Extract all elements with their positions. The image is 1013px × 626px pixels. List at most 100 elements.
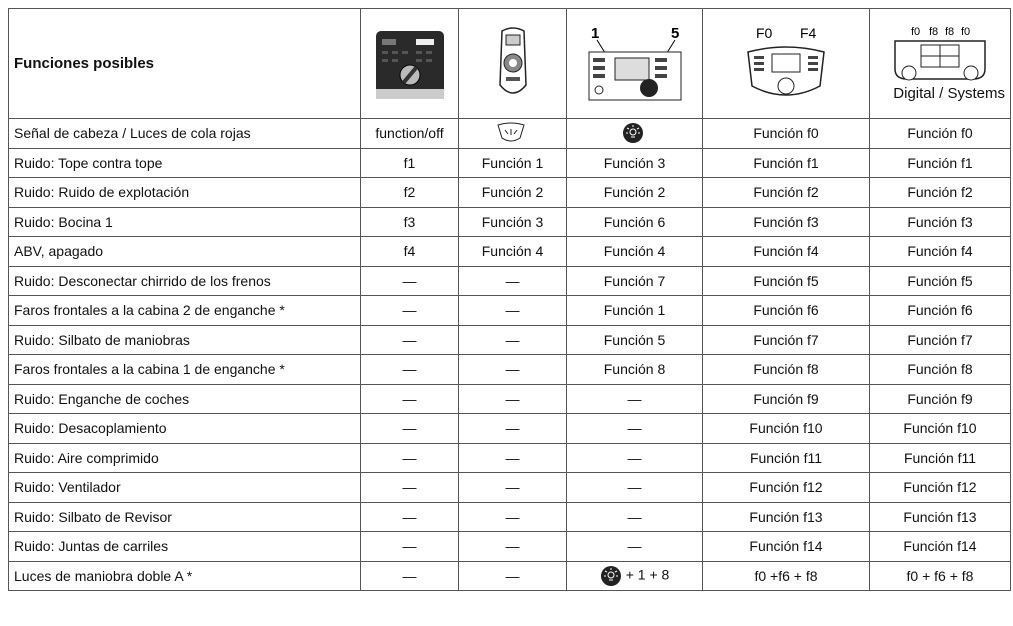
cell-text: Ruido: Tope contra tope <box>14 154 163 171</box>
cell-text: Función f14 <box>749 538 823 555</box>
table-cell: Función f5 <box>869 265 1011 296</box>
header-title: Funciones posibles <box>8 8 361 119</box>
table-cell: — <box>360 472 459 503</box>
table-cell: Función f3 <box>869 206 1011 237</box>
cell-text: Función f11 <box>903 449 977 466</box>
table-row: Faros frontales a la cabina 2 de enganch… <box>8 295 1011 326</box>
table-cell: Función 8 <box>566 354 703 385</box>
cell-text: f1 <box>403 154 416 171</box>
cell-text: — <box>402 272 417 289</box>
cell-text: Función 1 <box>481 154 544 171</box>
table-cell: Función f8 <box>702 354 870 385</box>
table-cell: — <box>360 354 459 385</box>
cell-text: — <box>402 302 417 319</box>
table-cell: — <box>458 295 567 326</box>
table-row: Ruido: Silbato de Revisor — — — Función f13 F… <box>8 501 1011 532</box>
device-label: 1 <box>591 25 599 42</box>
table-row: Luces de maniobra doble A * — — + 1 + 8 f0 +… <box>8 560 1011 591</box>
cell-text: — <box>627 479 642 496</box>
device-5-image: f0 f8 f8 f0 <box>894 26 986 81</box>
cell-text: Función 4 <box>481 243 544 260</box>
cell-text: Función f0 <box>753 125 819 142</box>
table-cell: Función f14 <box>869 531 1011 562</box>
cell-text: Función f3 <box>907 213 973 230</box>
table-cell: — <box>458 560 567 591</box>
table-cell: — <box>458 501 567 532</box>
device-label: f8 <box>929 26 938 38</box>
table-row: Ruido: Desacoplamiento — — — Función f10 Func… <box>8 413 1011 444</box>
table-cell: — <box>458 472 567 503</box>
cell-text: Función 3 <box>481 213 544 230</box>
table-cell <box>458 118 567 149</box>
table-cell: — <box>360 324 459 355</box>
cell-text: — <box>627 390 642 407</box>
table-cell: Función 2 <box>566 177 703 208</box>
light-icon <box>600 565 621 586</box>
table-cell: Función f1 <box>869 147 1011 178</box>
table-cell: function/off <box>360 118 459 149</box>
table-cell: Función f14 <box>702 531 870 562</box>
cell-text: Función f12 <box>749 479 823 496</box>
cell-text: function/off <box>375 125 444 142</box>
table-cell: — <box>458 265 567 296</box>
cell-text: — <box>402 449 417 466</box>
table-cell: Función f13 <box>702 501 870 532</box>
table-cell: — <box>458 413 567 444</box>
table-cell: f3 <box>360 206 459 237</box>
cell-text: Función f7 <box>753 331 819 348</box>
cell-text: Función 1 <box>603 302 666 319</box>
cell-text: Función 4 <box>603 243 666 260</box>
light-icon <box>496 122 525 142</box>
cell-text: Función f4 <box>753 243 819 260</box>
table-cell: Ruido: Enganche de coches <box>8 383 361 414</box>
cell-text: ABV, apagado <box>14 243 104 260</box>
cell-text: Función f8 <box>753 361 819 378</box>
table-row: Ruido: Tope contra tope f1 Función 1 Funció… <box>8 147 1011 178</box>
device-label: f8 <box>945 26 954 38</box>
table-row: Ruido: Desconectar chirrido de los freno… <box>8 265 1011 296</box>
table-cell: Ruido: Ruido de explotación <box>8 177 361 208</box>
table-row: Ruido: Silbato de maniobras — — Función 5 Fu… <box>8 324 1011 355</box>
table-cell: — <box>360 383 459 414</box>
table-cell: Función f0 <box>702 118 870 149</box>
table-cell: Función 5 <box>566 324 703 355</box>
device-label: f0 <box>911 26 920 38</box>
cell-text: — <box>402 479 417 496</box>
table-cell: Función f12 <box>702 472 870 503</box>
table-cell: Ruido: Silbato de Revisor <box>8 501 361 532</box>
table-cell: — <box>458 324 567 355</box>
cell-text: Función 2 <box>481 184 544 201</box>
table-cell: Ruido: Desacoplamiento <box>8 413 361 444</box>
cell-text: Función f13 <box>749 508 823 525</box>
table-row: Ruido: Enganche de coches — — — Función f9 Fu… <box>8 383 1011 414</box>
cell-text: — <box>505 420 520 437</box>
cell-text: Función 3 <box>603 154 666 171</box>
table-cell: Función f3 <box>702 206 870 237</box>
table-cell: Función f6 <box>869 295 1011 326</box>
cell-text: Función f8 <box>907 361 973 378</box>
cell-text: — <box>505 479 520 496</box>
table-row: Ruido: Ruido de explotación f2 Función 2 Fu… <box>8 177 1011 208</box>
cell-text: Función f4 <box>907 243 973 260</box>
table-cell: — <box>566 383 703 414</box>
cell-text: — <box>402 420 417 437</box>
cell-text: Función f6 <box>753 302 819 319</box>
table-cell: + 1 + 8 <box>566 560 703 591</box>
cell-text: — <box>505 361 520 378</box>
table-cell: Función 7 <box>566 265 703 296</box>
cell-text: Faros frontales a la cabina 1 de enganch… <box>14 361 285 378</box>
table-cell: — <box>458 383 567 414</box>
table-cell: Función 3 <box>458 206 567 237</box>
table-row: Señal de cabeza / Luces de cola rojas fun… <box>8 118 1011 149</box>
cell-text: — <box>627 420 642 437</box>
table-cell: Ruido: Desconectar chirrido de los freno… <box>8 265 361 296</box>
cell-text: — <box>402 331 417 348</box>
device-4-image: F0 F4 <box>747 25 825 96</box>
device-label: F0 <box>756 25 773 41</box>
table-cell: Función f9 <box>702 383 870 414</box>
device-2 <box>458 8 567 119</box>
device-label: f0 <box>961 26 970 38</box>
table-cell: Función f8 <box>869 354 1011 385</box>
table-cell: Función 2 <box>458 177 567 208</box>
